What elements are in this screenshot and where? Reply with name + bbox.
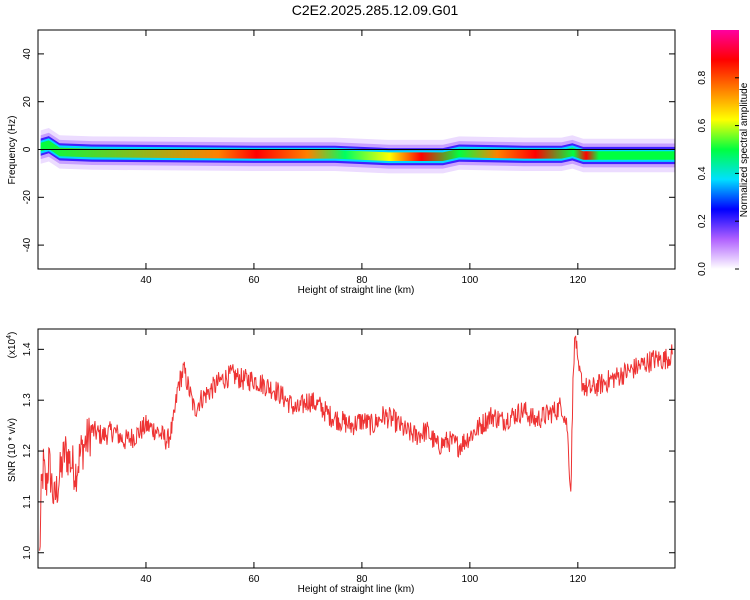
snr-y-tick-label: 1.1 — [22, 495, 33, 509]
spectrogram-heatmap — [40, 128, 675, 174]
spectrogram-y-tick-label: 40 — [22, 48, 33, 60]
snr-y-tick-label: 1.3 — [22, 393, 33, 407]
snr-x-tick-label: 60 — [248, 574, 260, 585]
spectrogram-ylabel: Frequency (Hz) — [7, 116, 18, 185]
snr-x-tick-label: 120 — [569, 574, 586, 585]
colorbar-tick-label: 0.4 — [697, 166, 708, 180]
colorbar-scale — [711, 30, 739, 269]
snr-frame — [37, 328, 676, 569]
spectrogram-x-tick-label: 100 — [462, 275, 479, 286]
snr-panel: 40 60 80 100 120 1.0 1.1 1.2 1.3 1.4 Height of st… — [6, 328, 676, 595]
spectrogram-x-tick-label: 80 — [356, 275, 368, 286]
spectrogram-panel: 40 60 80 100 120 -40 -20 0 20 40 Height of straig… — [7, 29, 676, 296]
spectrogram-xlabel: Height of straight line (km) — [298, 285, 415, 296]
snr-xlabel: Height of straight line (km) — [298, 584, 415, 595]
ridge-peak — [40, 142, 675, 159]
spectrogram-x-tick-label: 120 — [569, 275, 586, 286]
snr-x-tick-label: 40 — [140, 574, 152, 585]
spectrogram-x-tick-label: 60 — [248, 275, 260, 286]
colorbar-label: Normalized spectral amplitude — [739, 82, 750, 217]
spectrogram-y-tick-label: 0 — [22, 146, 33, 152]
chart-title: C2E2.2025.285.12.09.G01 — [292, 2, 459, 18]
spectrogram-y-tick-label: -20 — [22, 190, 33, 205]
colorbar-tick-label: 0.0 — [697, 262, 708, 276]
snr-ylabel: SNR (10 * v/v) — [7, 418, 18, 482]
spectrogram-y-tick-label: 20 — [22, 96, 33, 108]
snr-y-tick-label: 1.2 — [22, 444, 33, 458]
snr-x-tick-label: 80 — [356, 574, 368, 585]
spectrogram-y-tick-label: -40 — [22, 237, 33, 252]
colorbar: 0.0 0.2 0.4 0.6 0.8 Normalized spectral ampl… — [697, 30, 750, 276]
colorbar-tick-label: 0.8 — [697, 70, 708, 84]
colorbar-tick-label: 0.2 — [697, 214, 708, 228]
spectrogram-x-tick-label: 40 — [140, 275, 152, 286]
snr-x-tick-label: 100 — [462, 574, 479, 585]
snr-multiplier: (x104) — [6, 332, 18, 359]
colorbar-tick-label: 0.6 — [697, 118, 708, 132]
snr-y-tick-label: 1.0 — [22, 545, 33, 559]
snr-y-tick-label: 1.4 — [22, 342, 33, 356]
snr-series-line — [39, 335, 673, 551]
